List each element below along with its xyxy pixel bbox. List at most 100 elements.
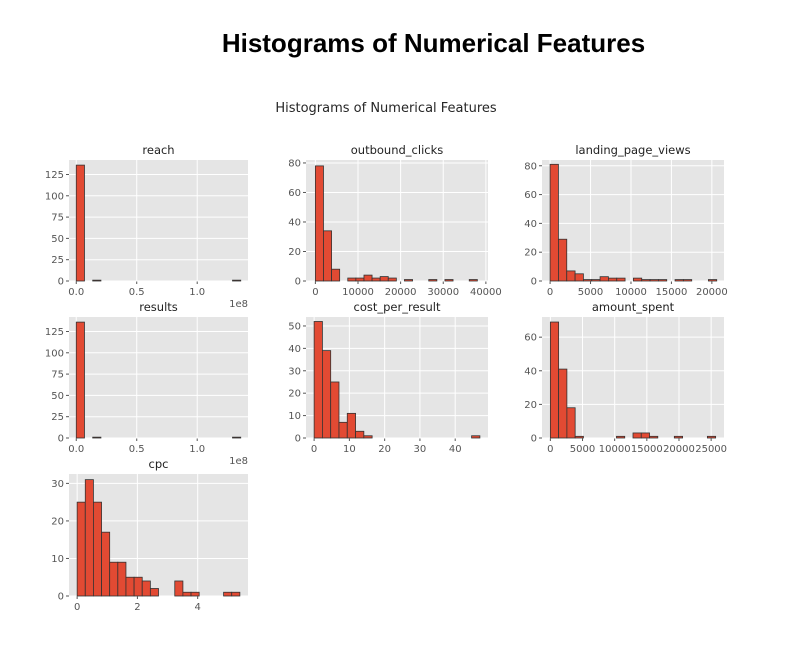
x-tick-label: 2 (134, 602, 140, 613)
y-tick-label: 60 (524, 190, 537, 201)
histogram-bar (591, 279, 601, 282)
histogram-bar (117, 561, 127, 597)
histogram-bar (599, 276, 609, 282)
x-tick-label: 0.5 (129, 287, 145, 298)
y-tick-label: 0 (58, 434, 64, 445)
subplot-title: amount_spent (592, 300, 675, 314)
y-tick-label: 60 (524, 333, 537, 344)
x-tick-label: 20000 (385, 287, 417, 298)
histogram-bar (566, 270, 576, 282)
plot-area (69, 160, 248, 281)
histogram-bar (149, 588, 159, 597)
histogram-bar (363, 274, 373, 282)
histogram-bar (706, 435, 717, 439)
histogram-bar (371, 277, 381, 282)
histogram-bar (468, 279, 478, 282)
x-offset-label: 1e8 (229, 456, 248, 467)
histogram-bar (76, 501, 86, 597)
y-tick-label: 25 (51, 412, 64, 423)
histogram-bar (583, 279, 593, 282)
y-tick-label: 40 (288, 344, 301, 355)
x-tick-label: 0.0 (68, 287, 84, 298)
x-tick-label: 0.5 (129, 444, 145, 455)
histogram-bar (428, 279, 438, 282)
x-tick-label: 5000 (578, 287, 603, 298)
histogram-bar (404, 279, 413, 282)
x-tick-label: 20000 (663, 444, 695, 455)
y-tick-label: 20 (288, 247, 301, 258)
x-tick-label: 30 (414, 444, 427, 455)
x-tick-label: 10000 (599, 444, 631, 455)
y-tick-label: 40 (288, 217, 301, 228)
histogram-bar (125, 576, 135, 597)
y-tick-label: 30 (51, 479, 64, 490)
histogram-bar (75, 164, 85, 282)
histogram-bar (92, 279, 102, 282)
histogram-bar (93, 501, 102, 597)
histogram-bar (444, 279, 454, 282)
x-tick-label: 0 (547, 287, 553, 298)
y-tick-label: 60 (288, 188, 301, 199)
subplot-outbound-clicks: 0 10000 20000 30000 40000 0 20 40 60 80 outbound_c… (288, 143, 502, 298)
histogram-bar (574, 435, 584, 439)
x-tick-label: 5000 (570, 444, 595, 455)
y-tick-label: 0 (58, 277, 64, 288)
x-tick-label: 30000 (427, 287, 459, 298)
histogram-bar (574, 273, 584, 282)
x-tick-label: 0 (74, 602, 80, 613)
y-tick-label: 125 (45, 327, 64, 338)
histogram-bar (231, 591, 241, 597)
histogram-bar (174, 580, 184, 597)
histogram-bar (141, 580, 151, 597)
y-tick-label: 0 (295, 434, 301, 445)
histogram-bar (346, 412, 356, 439)
subplot-cpc: 0 2 4 0 10 20 30 cpc (51, 457, 248, 613)
y-tick-label: 10 (288, 411, 301, 422)
y-tick-label: 80 (524, 161, 537, 172)
y-tick-label: 75 (51, 213, 64, 224)
y-tick-label: 50 (51, 391, 64, 402)
histogram-bar (338, 421, 348, 439)
histogram-bar (608, 277, 618, 282)
histogram-bar (232, 436, 242, 439)
y-tick-label: 80 (288, 158, 301, 169)
x-tick-label: 40 (449, 444, 462, 455)
x-tick-label: 1.0 (189, 287, 205, 298)
histogram-bar (632, 432, 642, 439)
y-tick-label: 100 (45, 348, 64, 359)
histogram-bar (133, 576, 143, 597)
histogram-bar (330, 381, 340, 439)
subplot-title: landing_page_views (575, 143, 690, 157)
histogram-bar (379, 276, 389, 282)
histogram-bar (549, 163, 559, 282)
histogram-bar (322, 350, 332, 439)
y-tick-label: 100 (45, 191, 64, 202)
histogram-bar (640, 432, 650, 439)
subplot-landing-page-views: 0 5000 10000 15000 20000 0 20 40 60 80 landing_pag… (524, 143, 728, 298)
histogram-bar (549, 321, 560, 439)
histogram-bar (558, 368, 568, 439)
histogram-bar (92, 436, 102, 439)
y-tick-label: 20 (288, 389, 301, 400)
y-tick-label: 20 (524, 400, 537, 411)
y-tick-label: 0 (531, 434, 537, 445)
histogram-bar (682, 279, 693, 282)
subplot-title: reach (142, 143, 174, 157)
histogram-bar (566, 407, 576, 439)
x-tick-label: 20 (378, 444, 391, 455)
figure-title: Histograms of Numerical Features (275, 101, 497, 116)
histogram-bar (649, 279, 659, 282)
x-offset-label: 1e8 (229, 299, 248, 310)
x-tick-label: 10000 (342, 287, 374, 298)
subplot-title: results (139, 300, 178, 314)
y-tick-label: 10 (51, 554, 64, 565)
histogram-bar (190, 591, 200, 597)
subplot-title: cost_per_result (354, 300, 441, 314)
histogram-bar (558, 238, 568, 282)
y-tick-label: 25 (51, 255, 64, 266)
histogram-bar (347, 277, 357, 282)
x-tick-label: 15000 (631, 444, 663, 455)
x-tick-label: 15000 (656, 287, 688, 298)
x-tick-label: 25000 (695, 444, 727, 455)
